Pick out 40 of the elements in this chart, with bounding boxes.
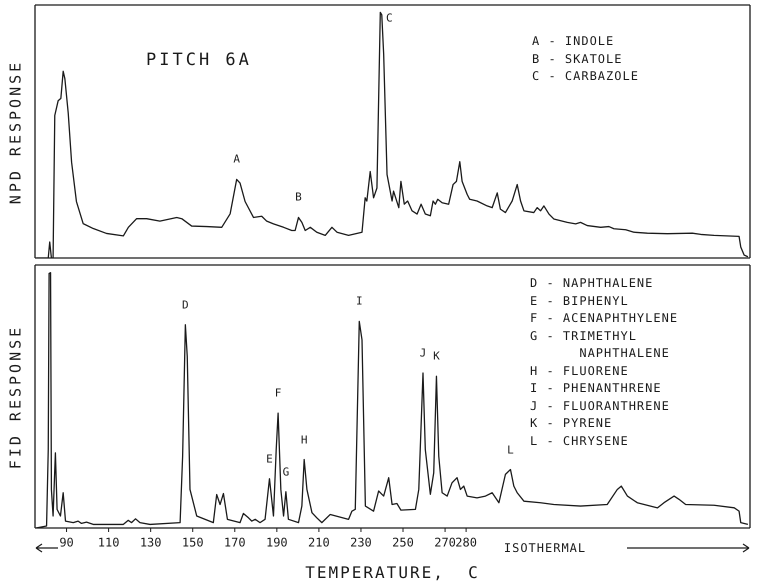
x-tick-label: 190: [266, 536, 288, 550]
text: PITCH 6A: [146, 50, 252, 70]
x-tick-label: 210: [308, 536, 330, 550]
x-axis-title: TEMPERATURE, C: [305, 563, 480, 582]
annotation: H: [300, 433, 308, 446]
annotation: C - CARBAZOLE: [532, 68, 639, 85]
x-tick-label: 230: [350, 536, 372, 550]
x-tick-label: 270: [434, 536, 456, 550]
annotation: F: [274, 386, 282, 400]
annotation: G: [282, 465, 290, 478]
x-tick-label: 90: [59, 536, 74, 550]
x-tick-label: 170: [224, 536, 246, 550]
annotation: I: [356, 294, 363, 308]
annotation: D - NAPHTHALENE: [530, 275, 654, 292]
annotation: J: [420, 346, 426, 360]
annotation: E: [266, 452, 273, 466]
annotation: K: [433, 350, 440, 363]
annotation: F - ACENAPHTHYLENE: [530, 310, 678, 327]
y-axis-title: NPD RESPONSE: [6, 59, 24, 204]
annotation: A: [233, 152, 240, 166]
annotation: C: [386, 12, 393, 25]
y-axis-title: FID RESPONSE: [6, 324, 24, 469]
x-tick-label: 130: [140, 536, 162, 550]
annotation: B: [295, 190, 302, 204]
annotation: G - TRIMETHYL NAPHTHALENE: [530, 328, 671, 362]
x-tick-label: 280: [455, 536, 477, 550]
annotation: A - INDOLE: [532, 33, 616, 50]
annotation: L: [507, 443, 514, 456]
x-tick-label: 110: [98, 536, 120, 550]
x-tick-label: 250: [392, 536, 414, 550]
annotation: D: [182, 298, 189, 312]
x-tick-label: 150: [182, 536, 204, 550]
annotation: J - FLUORANTHRENE: [530, 398, 671, 414]
annotation: H - FLUORENE: [530, 362, 630, 380]
annotation: K - PYRENE: [530, 415, 614, 432]
annotation: E - BIPHENYL: [530, 292, 630, 310]
annotation: B - SKATOLE: [532, 50, 624, 68]
annotation: I - PHENANTHRENE: [530, 380, 663, 397]
annotation: L - CHRYSENE: [530, 432, 630, 450]
text: ISOTHERMAL: [504, 541, 586, 555]
